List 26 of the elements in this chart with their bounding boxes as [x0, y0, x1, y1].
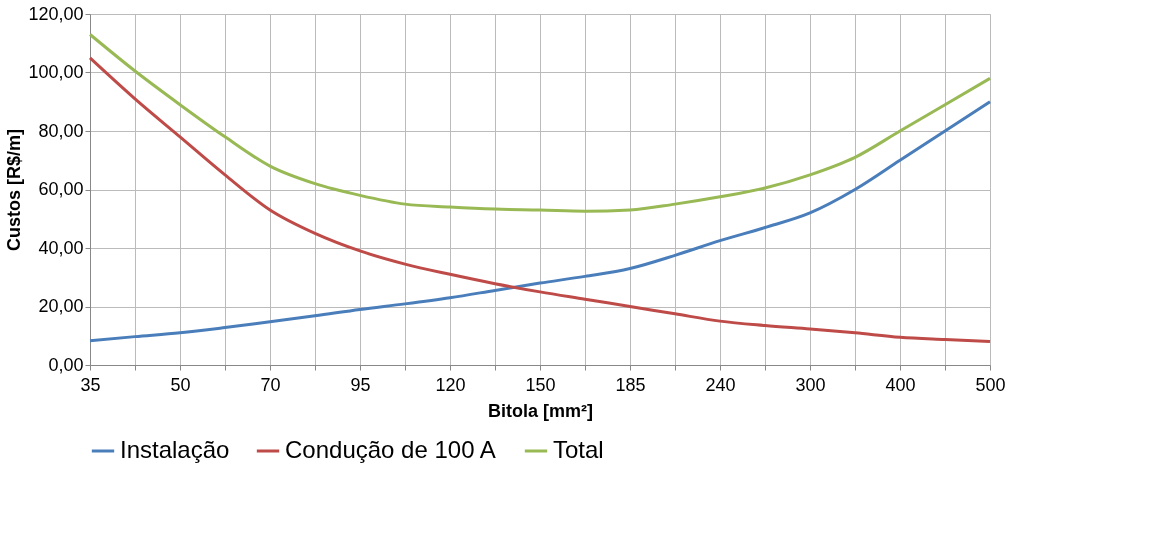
line-series	[88, 100, 992, 343]
y-tick-label: 80,00	[38, 120, 84, 141]
x-tick-label: 150	[525, 374, 556, 395]
x-tick-label: 50	[170, 374, 191, 395]
x-axis-title: Bitola [mm²]	[488, 400, 593, 421]
y-tick-label: 0,00	[48, 354, 84, 375]
x-tick-label: 95	[350, 374, 371, 395]
y-tick-label: 100,00	[28, 62, 84, 82]
x-tick-label: 185	[615, 374, 646, 395]
legend-label: Condução de 100 A	[285, 436, 496, 463]
line-series	[88, 32, 992, 213]
x-tick-label: 240	[705, 374, 736, 395]
x-tick-label: 500	[975, 374, 1006, 395]
y-tick-label: 60,00	[38, 179, 84, 199]
x-tick-label: 300	[795, 374, 826, 395]
x-tick-label: 35	[80, 374, 101, 395]
legend-label: Instalação	[120, 436, 230, 463]
y-tick-label: 40,00	[38, 237, 84, 258]
x-tick-label: 70	[260, 374, 281, 395]
legend-label: Total	[553, 436, 604, 463]
x-tick-label: 120	[435, 374, 466, 395]
line-series	[88, 56, 992, 344]
y-tick-label: 20,00	[38, 296, 84, 316]
y-tick-label: 120,00	[28, 3, 84, 24]
x-tick-label: 400	[885, 374, 916, 395]
y-axis-title: Custos [R$/m]	[4, 128, 25, 252]
